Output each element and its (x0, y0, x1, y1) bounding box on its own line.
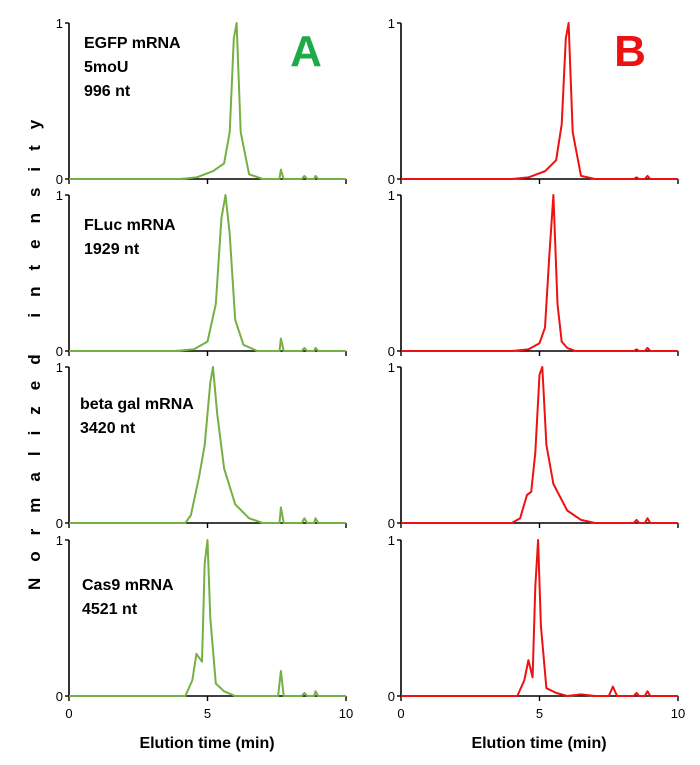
annotation-row3-line1: beta gal mRNA (80, 396, 194, 413)
panel-a-row2-trace-0 (69, 194, 346, 352)
panel-a-row4-ytick-label-1: 1 (56, 533, 63, 548)
panel-a-row1-trace-0 (69, 22, 346, 180)
annotation-row1-line2: 5moU (84, 59, 128, 76)
panel-b-row4-trace-0 (401, 539, 678, 697)
panel-a-row4-xtick-label-2: 10 (339, 706, 353, 721)
annotation-row4-line2: 4521 nt (82, 601, 138, 618)
annotation-row1-line3: 996 nt (84, 83, 131, 100)
annotation-row1-line1: EGFP mRNA (84, 35, 181, 52)
panel-b-row4-xtick-label-1: 5 (536, 706, 543, 721)
panel-b-row1-ytick-label-0: 0 (388, 172, 395, 187)
panel-a-row4-xtick-label-0: 0 (65, 706, 72, 721)
panel-b-row4-xtick-label-2: 10 (671, 706, 685, 721)
annotation-row4-line1: Cas9 mRNA (82, 577, 174, 594)
panel-b-row2-trace-0 (401, 194, 678, 352)
panel-b-row3-trace-0 (401, 366, 678, 524)
panel-a-row4-trace-0 (69, 539, 346, 697)
panel-a-row1-ytick-label-0: 0 (56, 172, 63, 187)
panel-b-row2-ytick-label-1: 1 (388, 188, 395, 203)
panel-b-row1-ytick-label-1: 1 (388, 16, 395, 31)
panel-a-row3-trace-0 (69, 366, 346, 524)
panel-a-row2-ytick-label-1: 1 (56, 188, 63, 203)
y-axis-title: Normalized intensity (25, 104, 44, 590)
panel-a-row2-ytick-label-0: 0 (56, 344, 63, 359)
panel-a-row1-ytick-label-1: 1 (56, 16, 63, 31)
annotation-row2-line1: FLuc mRNA (84, 217, 176, 234)
panel-b-row4-xtick-label-0: 0 (397, 706, 404, 721)
x-axis-title-left: Elution time (min) (139, 735, 274, 752)
panel-a-row4-xtick-label-1: 5 (204, 706, 211, 721)
panel-b-row4-ytick-label-1: 1 (388, 533, 395, 548)
panel-b-row4-ytick-label-0: 0 (388, 689, 395, 704)
panel-a-row3-ytick-label-0: 0 (56, 516, 63, 531)
panel-b-row1-trace-0 (401, 22, 678, 180)
panel-b-row3-ytick-label-0: 0 (388, 516, 395, 531)
panel-letter-a: A (290, 27, 322, 76)
x-axis-title-right: Elution time (min) (471, 735, 606, 752)
annotation-row2-line2: 1929 nt (84, 241, 140, 258)
panel-b-row3-ytick-label-1: 1 (388, 360, 395, 375)
panel-a-row4-ytick-label-0: 0 (56, 689, 63, 704)
panel-a-row3-ytick-label-1: 1 (56, 360, 63, 375)
panel-b-row2-ytick-label-0: 0 (388, 344, 395, 359)
panel-letter-b: B (614, 27, 646, 76)
annotation-row3-line2: 3420 nt (80, 420, 136, 437)
